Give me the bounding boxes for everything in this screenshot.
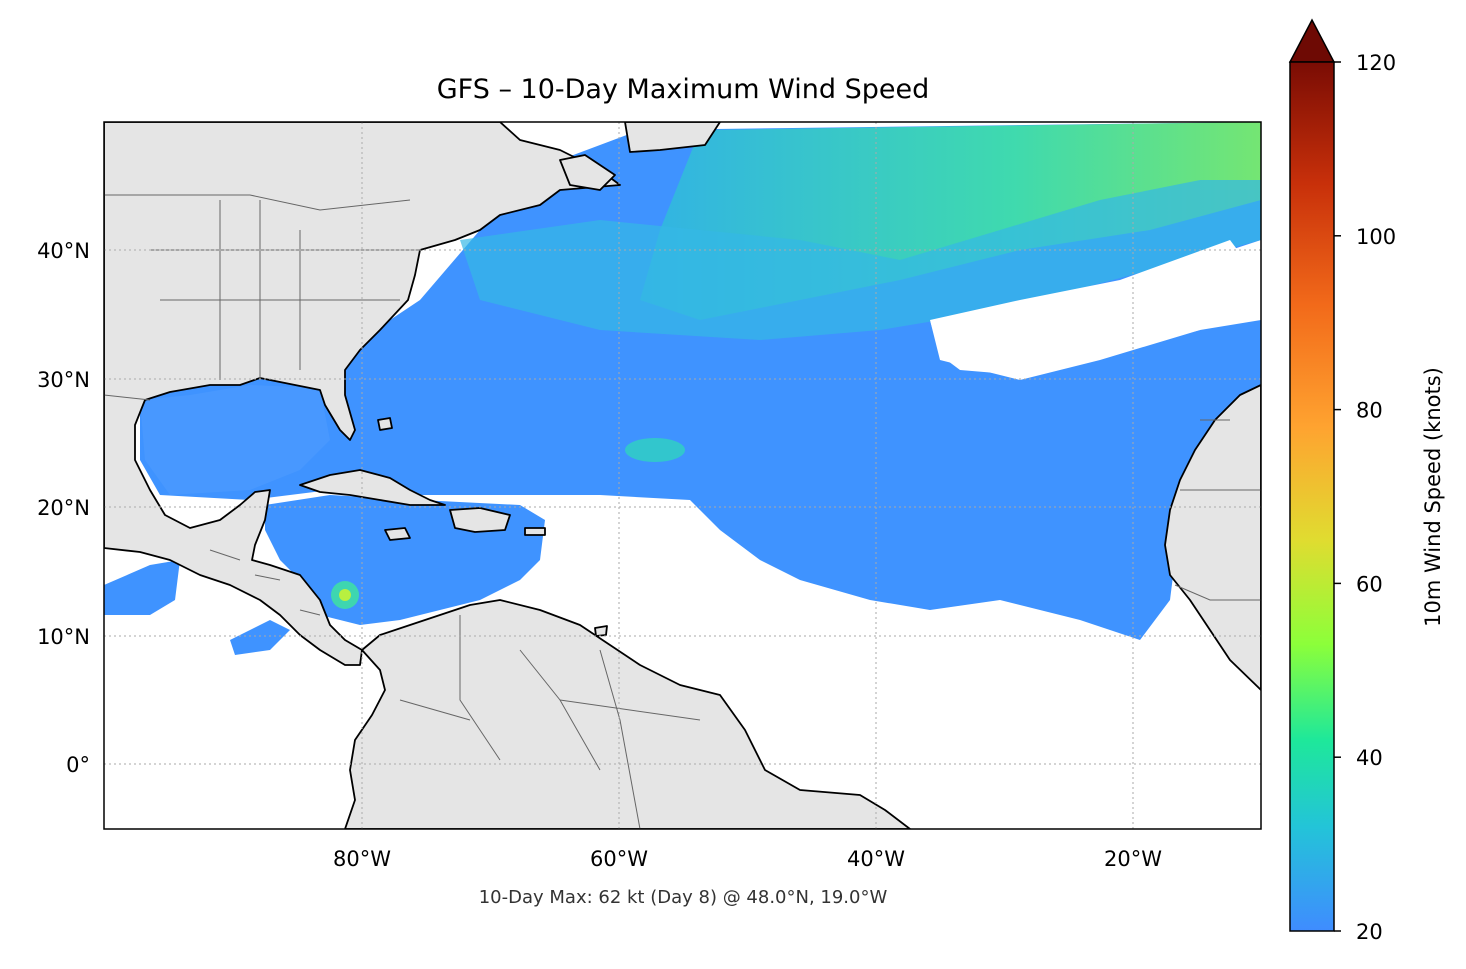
- border-us-mexico: [104, 394, 151, 401]
- land-trinidad: [594, 625, 608, 637]
- colorbar-tick-label: 100: [1356, 225, 1396, 249]
- lon-tick-labels: 80°W 60°W 40°W 20°W: [333, 847, 1162, 871]
- land-north-america: [104, 122, 621, 666]
- lon-tick-label: 20°W: [1104, 847, 1162, 871]
- lat-tick-label: 10°N: [37, 625, 90, 649]
- land-hispaniola: [449, 507, 511, 533]
- land-bahamas: [377, 417, 393, 431]
- colorbar-label: 10m Wind Speed (knots): [1421, 367, 1445, 627]
- lon-tick-label: 40°W: [847, 847, 905, 871]
- wind-field-band: [460, 180, 1261, 340]
- lat-tick-label: 20°N: [37, 496, 90, 520]
- colorbar-extend-arrow: [1288, 18, 1336, 63]
- wind-field-pacific-2: [230, 620, 290, 655]
- colorbar-tick-label: 40: [1356, 746, 1383, 770]
- lon-tick-label: 60°W: [590, 847, 648, 871]
- colorbar: 20 40 60 80 100 120 10m Wind Speed (knots): [1288, 18, 1445, 944]
- land-jamaica: [384, 527, 411, 541]
- land-cuba: [299, 469, 446, 506]
- land-puerto-rico: [524, 527, 546, 536]
- land-south-america: [344, 599, 911, 829]
- lon-tick-label: 80°W: [333, 847, 391, 871]
- wind-field-hotspot-core: [339, 589, 351, 601]
- border-sa-2: [399, 699, 701, 721]
- lat-tick-label: 30°N: [37, 368, 90, 392]
- chart-title: GFS – 10-Day Maximum Wind Speed: [437, 74, 929, 105]
- colorbar-tick-label: 60: [1356, 572, 1383, 596]
- colorbar-ramp: [1289, 61, 1335, 932]
- map-panel: [104, 122, 1261, 829]
- land-newfoundland: [559, 154, 616, 191]
- colorbar-tick-label: 80: [1356, 399, 1383, 423]
- border-central-america: [209, 549, 321, 616]
- border-africa: [1174, 419, 1261, 601]
- wind-field-pacific: [104, 560, 180, 615]
- border-us-canada: [104, 194, 411, 211]
- lat-tick-label: 40°N: [37, 239, 90, 263]
- wind-field-subtropical-gust: [625, 438, 685, 462]
- colorbar-tick-label: 120: [1356, 51, 1396, 75]
- colorbar-ticks: 20 40 60 80 100 120: [1334, 51, 1396, 944]
- colorbar-tick-label: 20: [1356, 920, 1383, 944]
- wind-field-gulf: [140, 385, 330, 495]
- land-greenland: [624, 122, 721, 153]
- map-frame: [103, 121, 1262, 830]
- land-masses: [104, 122, 1261, 829]
- lat-tick-labels: 40°N 30°N 20°N 10°N 0°: [37, 239, 90, 777]
- calm-area-east: [930, 240, 1245, 375]
- max-wind-annotation: 10-Day Max: 62 kt (Day 8) @ 48.0°N, 19.0…: [479, 887, 888, 908]
- lat-tick-label: 0°: [66, 753, 90, 777]
